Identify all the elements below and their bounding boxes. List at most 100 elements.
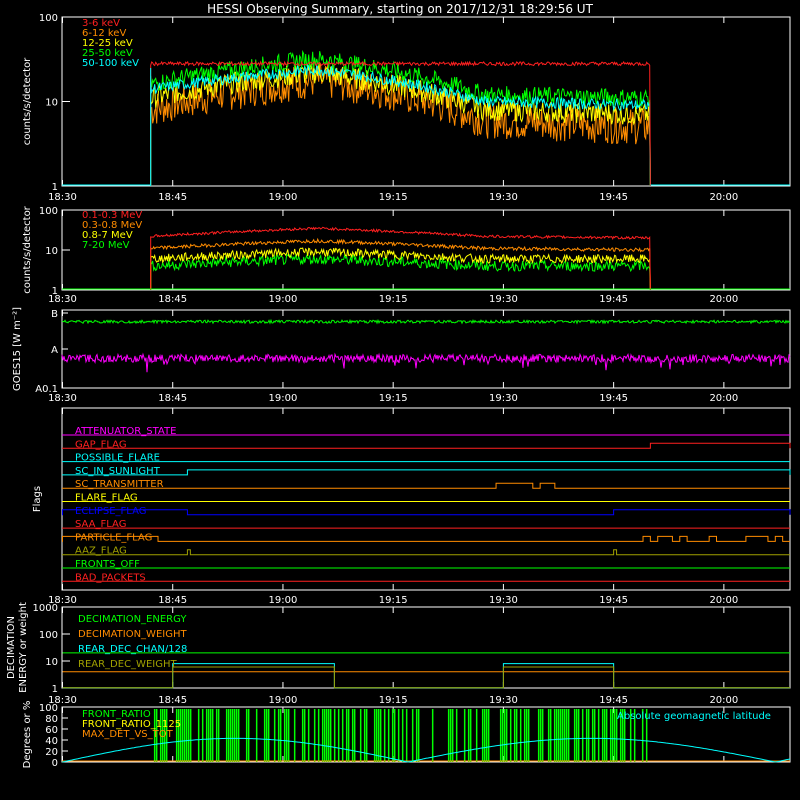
y-axis-label: GOES15 [W m⁻²]	[12, 307, 23, 391]
y-tick-label: 10	[45, 657, 58, 668]
y-tick-label: 1	[52, 182, 58, 193]
panel-frame	[61, 706, 791, 763]
x-tick-label: 19:15	[379, 595, 408, 606]
x-tick-label: 18:45	[158, 393, 187, 404]
legend-entry: 3-6 keV	[82, 18, 120, 29]
decimation-series	[62, 666, 790, 689]
x-tick-label: 20:00	[709, 595, 738, 606]
flag-line	[62, 549, 790, 556]
y-tick-label: B	[51, 309, 58, 320]
x-tick-label: 19:45	[599, 695, 628, 706]
flag-label: FRONTS_OFF	[75, 559, 140, 570]
y-tick-label: 10	[45, 98, 58, 109]
legend-entry: 12-25 keV	[82, 38, 133, 49]
y-tick-label: 60	[45, 725, 58, 736]
x-tick-label: 19:15	[379, 294, 408, 305]
x-tick-label: 20:00	[709, 695, 738, 706]
panels-group: 18:30 18:45 19:00 19:15 19:30 19:45 20:0011010…	[6, 13, 791, 769]
legend-entry: REAR_DEC_CHAN/128	[78, 644, 187, 655]
x-tick-label: 18:45	[158, 192, 187, 203]
y-axis-label: Degrees or %	[22, 701, 33, 769]
series-line	[150, 252, 651, 291]
flag-label: BAD_PACKETS	[75, 572, 146, 583]
legend-entry: 0.8-7 MeV	[82, 230, 133, 241]
legend-entry: REAR_DEC_WEIGHT	[78, 659, 177, 670]
y-axis-label: counts/s/detector	[22, 205, 33, 293]
legend-entry: DECIMATION_WEIGHT	[78, 629, 187, 640]
legend-entry: 25-50 keV	[82, 48, 133, 59]
series-line	[150, 226, 651, 291]
x-tick-label: 20:00	[709, 294, 738, 305]
x-tick-label: 19:45	[599, 393, 628, 404]
series-line	[150, 63, 651, 187]
x-tick-label: 19:45	[599, 192, 628, 203]
legend-entry: FRONT_RATIO_1125	[82, 719, 181, 730]
latitude-series	[61, 737, 791, 763]
x-tick-label: 19:00	[269, 695, 298, 706]
y-tick-label: 80	[45, 714, 58, 725]
flag-label: ATTENUATOR_STATE	[75, 426, 176, 437]
x-tick-label: 19:00	[269, 595, 298, 606]
y-axis-label: Flags	[32, 486, 43, 512]
y-tick-label: 1	[52, 286, 58, 297]
y-axis-label: ENERGY or weight	[18, 602, 29, 693]
x-tick-label: 18:30	[48, 192, 77, 203]
x-tick-label: 18:30	[48, 393, 77, 404]
y-tick-label: 10	[45, 246, 58, 257]
flag-label: SC_TRANSMITTER	[75, 479, 164, 490]
flag-label: SC_IN_SUNLIGHT	[75, 466, 161, 477]
chart-title: HESSI Observing Summary, starting on 201…	[207, 2, 593, 16]
x-tick-label: 19:00	[269, 294, 298, 305]
y-tick-label: 100	[39, 206, 58, 217]
flag-label: AAZ_FLAG	[75, 546, 127, 557]
y-tick-label: 0	[52, 758, 58, 769]
x-tick-label: 19:45	[599, 595, 628, 606]
x-tick-label: 19:30	[489, 192, 518, 203]
y-tick-label: A0.1	[35, 384, 58, 395]
legend-entry: FRONT_RATIO	[82, 709, 151, 720]
goes-series	[61, 352, 791, 373]
x-tick-label: 19:00	[269, 192, 298, 203]
flag-line	[62, 442, 791, 449]
x-tick-label: 19:30	[489, 294, 518, 305]
flag-label: FLARE_FLAG	[75, 493, 138, 504]
panel-1: 18:30 18:45 19:00 19:15 19:30 19:45 20:00 1 10 10…	[22, 13, 791, 203]
y-axis-label: counts/s/detector	[22, 57, 33, 145]
goes-series	[61, 318, 790, 325]
legend-entry: 0.3-0.8 MeV	[82, 220, 142, 231]
legend-entry: 6-12 keV	[82, 28, 126, 39]
legend-entry: 0.1-0.3 MeV	[82, 210, 142, 221]
series-line	[150, 62, 651, 187]
x-tick-label: 20:00	[709, 192, 738, 203]
x-tick-label: 19:15	[379, 393, 408, 404]
y-tick-label: 100	[39, 13, 58, 24]
panel-2: 18:30 18:45 19:00 19:15 19:30 19:45 20:00 1 10 10…	[22, 205, 791, 305]
panel-3: 18:30 18:45 19:00 19:15 19:30 19:45 20:00 A0.1 A…	[12, 307, 791, 404]
y-tick-label: 40	[45, 736, 58, 747]
series-line	[150, 237, 651, 291]
panel-frame	[61, 407, 791, 591]
flag-line	[62, 482, 790, 489]
x-tick-label: 19:45	[599, 294, 628, 305]
x-tick-label: 18:45	[158, 595, 187, 606]
series-line	[150, 60, 651, 187]
panel-4: 18:30 18:45 19:00 19:15 19:30 19:45 20:00 Flags…	[32, 407, 791, 606]
y-tick-label: 1	[52, 684, 58, 695]
x-tick-label: 18:45	[158, 695, 187, 706]
series-line	[150, 63, 651, 187]
legend-entry: Absolute geomagnetic latitude	[617, 711, 771, 722]
y-tick-label: 100	[39, 703, 58, 714]
x-tick-label: 18:30	[48, 595, 77, 606]
x-tick-label: 18:30	[48, 695, 77, 706]
legend-entry: 50-100 keV	[82, 58, 139, 69]
x-tick-label: 18:30	[48, 294, 77, 305]
flag-label: GAP_FLAG	[75, 439, 127, 450]
y-tick-label: 20	[45, 747, 58, 758]
y-tick-label: 100	[39, 630, 58, 641]
flag-label: ECLIPSE_FLAG	[75, 506, 146, 517]
x-tick-label: 20:00	[709, 393, 738, 404]
x-tick-label: 19:15	[379, 192, 408, 203]
y-axis-label: DECIMATION	[6, 616, 17, 679]
